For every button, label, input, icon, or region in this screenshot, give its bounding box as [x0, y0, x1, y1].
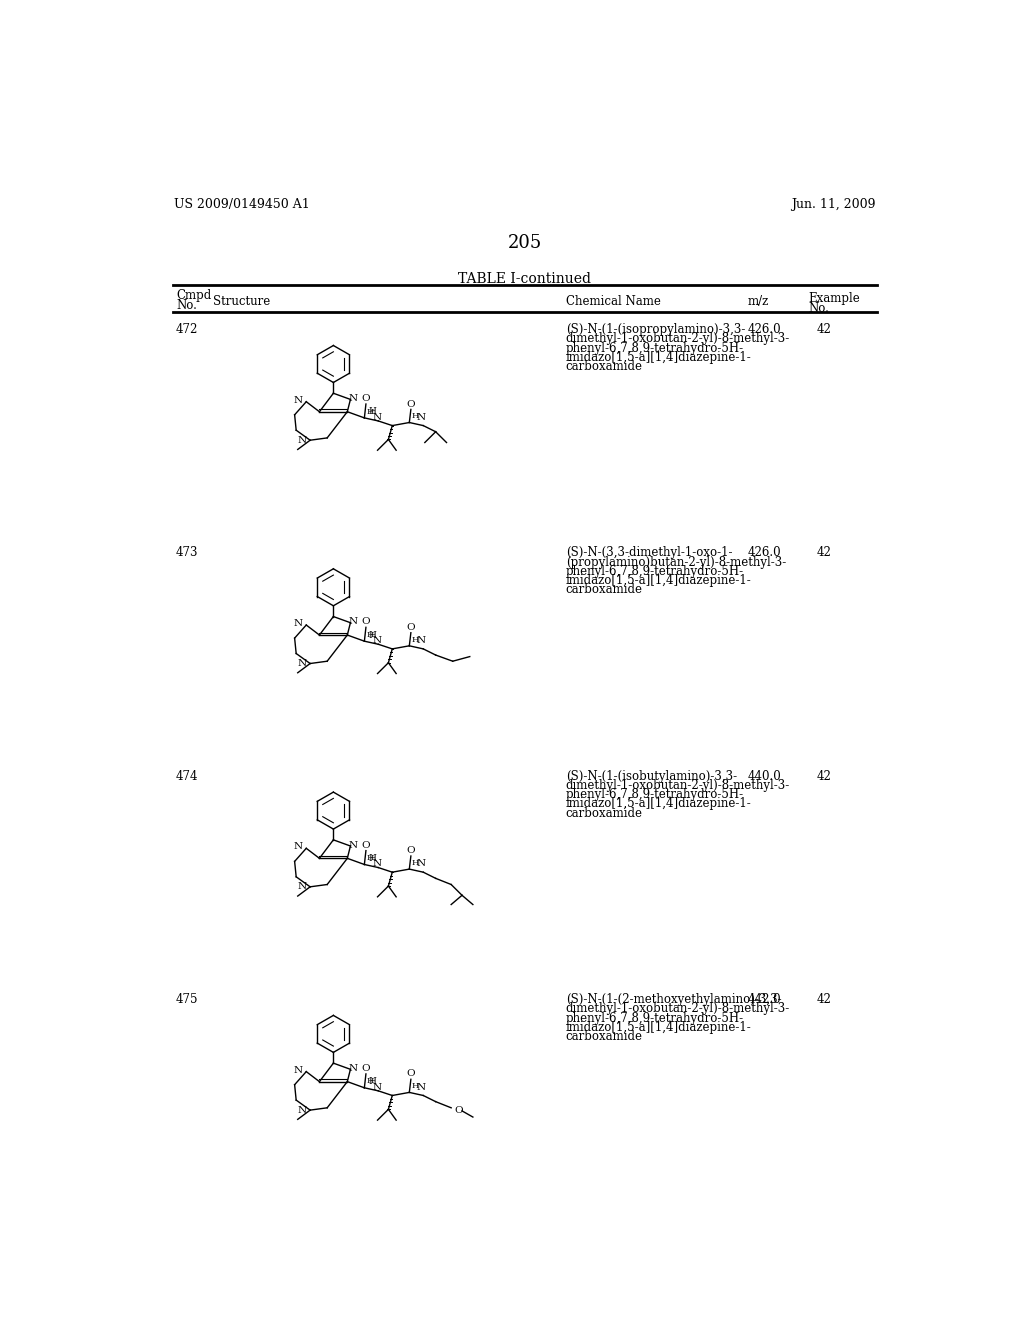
Text: N: N [372, 1082, 381, 1092]
Text: H: H [369, 408, 376, 416]
Text: N: N [293, 842, 302, 851]
Text: N: N [417, 636, 426, 645]
Text: N: N [349, 395, 358, 403]
Text: Chemical Name: Chemical Name [566, 296, 660, 309]
Text: N: N [417, 859, 426, 869]
Text: N: N [298, 436, 307, 445]
Text: 442.0: 442.0 [748, 993, 781, 1006]
Text: H: H [369, 1077, 376, 1086]
Text: N: N [417, 1082, 426, 1092]
Text: 42: 42 [816, 993, 831, 1006]
Text: 440.0: 440.0 [748, 770, 781, 783]
Text: imidazo[1,5-a][1,4]diazepine-1-: imidazo[1,5-a][1,4]diazepine-1- [566, 797, 752, 810]
Text: H: H [369, 854, 376, 863]
Text: H: H [367, 631, 374, 639]
Text: H: H [367, 1077, 374, 1085]
Text: N: N [293, 396, 302, 405]
Text: H: H [367, 408, 374, 416]
Text: O: O [407, 400, 415, 408]
Text: No.: No. [809, 302, 829, 315]
Text: carboxamide: carboxamide [566, 583, 643, 597]
Text: carboxamide: carboxamide [566, 360, 643, 374]
Text: imidazo[1,5-a][1,4]diazepine-1-: imidazo[1,5-a][1,4]diazepine-1- [566, 351, 752, 364]
Text: N: N [372, 636, 381, 645]
Text: H: H [367, 854, 374, 862]
Text: 205: 205 [508, 234, 542, 252]
Text: O: O [361, 1064, 371, 1073]
Text: O: O [455, 1106, 463, 1115]
Text: H: H [412, 412, 419, 420]
Text: N: N [298, 659, 307, 668]
Text: No.: No. [176, 300, 197, 313]
Text: dimethyl-1-oxobutan-2-yl)-8-methyl-3-: dimethyl-1-oxobutan-2-yl)-8-methyl-3- [566, 333, 791, 346]
Text: Example: Example [809, 293, 860, 305]
Text: phenyl-6,7,8,9-tetrahydro-5H-: phenyl-6,7,8,9-tetrahydro-5H- [566, 1011, 744, 1024]
Text: O: O [407, 623, 415, 632]
Text: N: N [293, 1065, 302, 1074]
Text: 473: 473 [176, 546, 199, 560]
Text: carboxamide: carboxamide [566, 1030, 643, 1043]
Text: dimethyl-1-oxobutan-2-yl)-8-methyl-3-: dimethyl-1-oxobutan-2-yl)-8-methyl-3- [566, 1002, 791, 1015]
Text: m/z: m/z [748, 296, 769, 309]
Text: (S)-N-(1-(isopropylamino)-3,3-: (S)-N-(1-(isopropylamino)-3,3- [566, 323, 745, 337]
Text: 426.0: 426.0 [748, 546, 781, 560]
Text: 42: 42 [816, 770, 831, 783]
Text: 42: 42 [816, 546, 831, 560]
Text: dimethyl-1-oxobutan-2-yl)-8-methyl-3-: dimethyl-1-oxobutan-2-yl)-8-methyl-3- [566, 779, 791, 792]
Text: O: O [361, 395, 371, 403]
Text: Cmpd: Cmpd [176, 289, 211, 302]
Text: H: H [369, 631, 376, 639]
Text: phenyl-6,7,8,9-tetrahydro-5H-: phenyl-6,7,8,9-tetrahydro-5H- [566, 565, 744, 578]
Text: N: N [349, 618, 358, 627]
Text: 474: 474 [176, 770, 199, 783]
Text: H: H [412, 859, 419, 867]
Text: N: N [349, 1064, 358, 1073]
Text: N: N [293, 619, 302, 628]
Text: 426.0: 426.0 [748, 323, 781, 337]
Text: Structure: Structure [213, 296, 270, 309]
Text: US 2009/0149450 A1: US 2009/0149450 A1 [174, 198, 310, 211]
Text: O: O [407, 846, 415, 855]
Text: phenyl-6,7,8,9-tetrahydro-5H-: phenyl-6,7,8,9-tetrahydro-5H- [566, 342, 744, 355]
Text: (S)-N-(1-(isobutylamino)-3,3-: (S)-N-(1-(isobutylamino)-3,3- [566, 770, 737, 783]
Text: N: N [417, 413, 426, 422]
Text: TABLE I-continued: TABLE I-continued [459, 272, 591, 286]
Text: phenyl-6,7,8,9-tetrahydro-5H-: phenyl-6,7,8,9-tetrahydro-5H- [566, 788, 744, 801]
Text: N: N [349, 841, 358, 850]
Text: 472: 472 [176, 323, 199, 337]
Text: (S)-N-(3,3-dimethyl-1-oxo-1-: (S)-N-(3,3-dimethyl-1-oxo-1- [566, 546, 732, 560]
Text: Jun. 11, 2009: Jun. 11, 2009 [791, 198, 876, 211]
Text: N: N [372, 859, 381, 869]
Text: imidazo[1,5-a][1,4]diazepine-1-: imidazo[1,5-a][1,4]diazepine-1- [566, 1020, 752, 1034]
Text: carboxamide: carboxamide [566, 807, 643, 820]
Text: N: N [298, 1106, 307, 1114]
Text: imidazo[1,5-a][1,4]diazepine-1-: imidazo[1,5-a][1,4]diazepine-1- [566, 574, 752, 587]
Text: N: N [298, 882, 307, 891]
Text: (S)-N-(1-(2-methoxyethylamino)-3,3-: (S)-N-(1-(2-methoxyethylamino)-3,3- [566, 993, 781, 1006]
Text: 42: 42 [816, 323, 831, 337]
Text: H: H [412, 1082, 419, 1090]
Text: 475: 475 [176, 993, 199, 1006]
Text: N: N [372, 413, 381, 421]
Text: H: H [412, 635, 419, 644]
Text: O: O [407, 1069, 415, 1078]
Text: O: O [361, 618, 371, 627]
Text: (propylamino)butan-2-yl)-8-methyl-3-: (propylamino)butan-2-yl)-8-methyl-3- [566, 556, 786, 569]
Text: O: O [361, 841, 371, 850]
